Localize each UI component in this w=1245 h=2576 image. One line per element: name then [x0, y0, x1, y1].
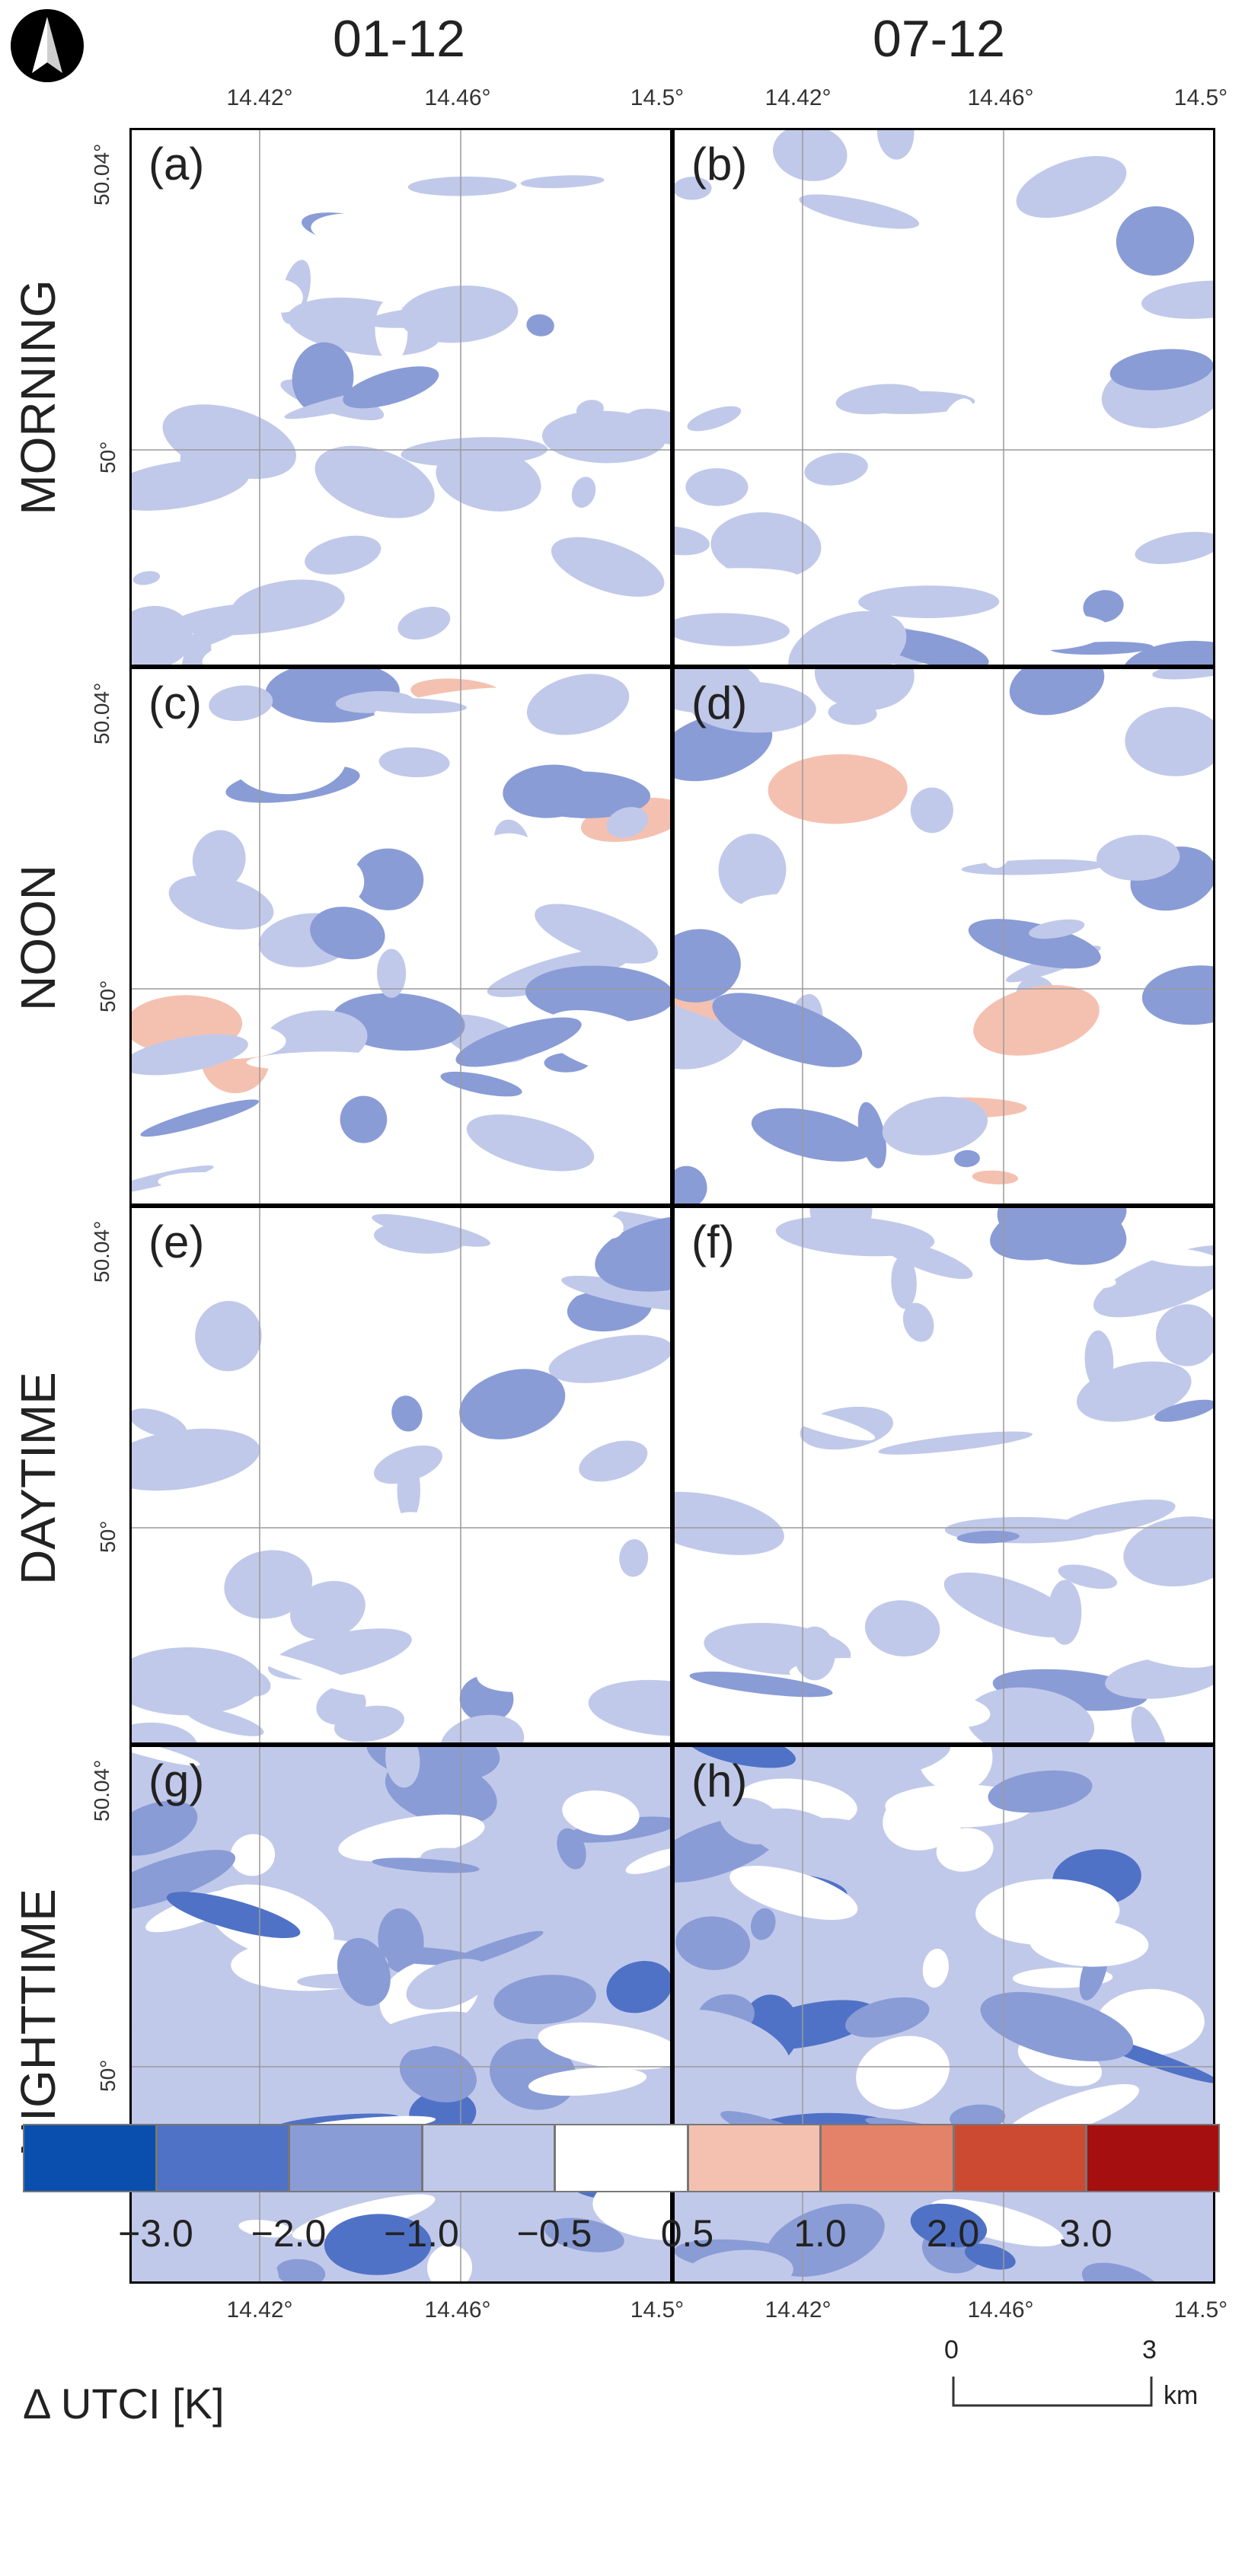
panel-label: (d)	[691, 677, 748, 728]
legend-title: Δ UTCI [K]	[23, 2380, 225, 2428]
lat-label-row1-top: 50.04°	[90, 143, 113, 206]
legend-tick-label: −3.0	[118, 2212, 193, 2255]
legend-color-6	[820, 2124, 954, 2192]
map-panel-d: (d)	[672, 667, 1215, 1206]
row-title-daytime: DAYTIME	[11, 1372, 65, 1585]
legend-color-0	[23, 2124, 157, 2192]
legend-tick-label: −2.0	[251, 2212, 327, 2255]
lat-label-row3-mid: 50°	[96, 1520, 120, 1553]
map-panel-f: (f)	[672, 1206, 1215, 1745]
row-title-noon: NOON	[11, 865, 65, 1011]
panel-label: (g)	[148, 1755, 205, 1806]
map-panel-a: (a)	[129, 128, 672, 667]
lat-label-row2-mid: 50°	[96, 980, 120, 1012]
lat-label-row4-top: 50.04°	[90, 1759, 113, 1822]
legend-tick-label: 0.5	[660, 2212, 714, 2255]
legend-tick-label: −1.0	[384, 2212, 459, 2255]
bottom-lon-label-right-3: 14.5°	[1173, 2297, 1228, 2323]
top-lon-label-left-3: 14.5°	[630, 85, 685, 110]
map-panel-c: (c)	[129, 667, 672, 1206]
panel-label: (f)	[691, 1216, 735, 1267]
scale-bar-unit: km	[1164, 2381, 1199, 2410]
map-panel-g: (g)	[129, 1745, 672, 2284]
legend-tick-label: 3.0	[1059, 2212, 1113, 2255]
panel-label: (b)	[691, 139, 748, 190]
lat-label-row4-mid: 50°	[96, 2059, 120, 2092]
legend-color-2	[289, 2124, 423, 2192]
row-title-morning: MORNING	[11, 279, 65, 515]
top-lon-label-left-1: 14.42°	[226, 85, 293, 110]
top-lon-label-right-2: 14.46°	[967, 85, 1034, 110]
map-panel-b: (b)	[672, 128, 1215, 667]
legend-tick-label: 2.0	[926, 2212, 980, 2255]
map-panel-h: (h)	[672, 1745, 1215, 2284]
top-lon-label-right-3: 14.5°	[1173, 85, 1228, 110]
bottom-lon-label-left-1: 14.42°	[226, 2297, 293, 2323]
legend-color-3	[421, 2124, 555, 2192]
panel-label: (e)	[148, 1216, 205, 1267]
scale-bar	[952, 2377, 1153, 2407]
bottom-lon-label-right-1: 14.42°	[765, 2297, 832, 2323]
north-arrow-icon	[9, 8, 85, 84]
legend-color-7	[953, 2124, 1087, 2192]
panel-label: (h)	[691, 1755, 748, 1806]
legend-tick-label: −0.5	[516, 2212, 592, 2255]
top-lon-label-left-2: 14.46°	[424, 85, 491, 110]
bottom-lon-label-left-3: 14.5°	[630, 2297, 685, 2323]
lat-label-row2-top: 50.04°	[90, 682, 113, 744]
legend-color-4	[554, 2124, 688, 2192]
top-lon-label-right-1: 14.42°	[765, 85, 832, 110]
scale-bar-end: 3	[1142, 2335, 1157, 2364]
column-title-right: 07-12	[873, 10, 1005, 68]
bottom-lon-label-right-2: 14.46°	[967, 2297, 1034, 2323]
scale-bar-start: 0	[944, 2335, 959, 2364]
map-panel-e: (e)	[129, 1206, 672, 1745]
panel-label: (c)	[148, 677, 202, 728]
lat-label-row3-top: 50.04°	[90, 1220, 113, 1283]
panel-label: (a)	[148, 139, 205, 190]
legend-color-1	[155, 2124, 289, 2192]
bottom-lon-label-left-2: 14.46°	[424, 2297, 491, 2323]
lat-label-row1-mid: 50°	[96, 441, 120, 473]
legend-tick-label: 1.0	[793, 2212, 847, 2255]
legend-color-8	[1086, 2124, 1220, 2192]
legend-color-5	[687, 2124, 821, 2192]
column-title-left: 01-12	[333, 10, 465, 68]
